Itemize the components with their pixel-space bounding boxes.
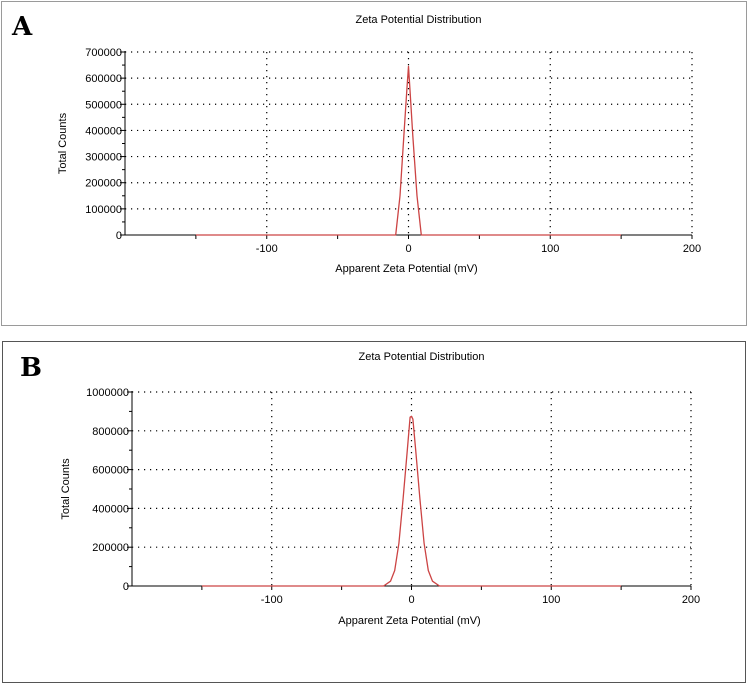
y-tick-label: 600000 — [92, 465, 129, 477]
chart-title: Zeta Potential Distribution — [359, 351, 485, 363]
y-tick-label: 800000 — [92, 426, 129, 438]
y-tick-label: 300000 — [85, 152, 122, 164]
x-tick-label: 100 — [541, 243, 559, 255]
x-axis-label: Apparent Zeta Potential (mV) — [338, 615, 480, 627]
x-tick-label: 0 — [405, 243, 411, 255]
zeta-chart-b: Zeta Potential Distribution 0 200000 400000… — [60, 351, 700, 627]
y-axis-label: Total Counts — [60, 458, 72, 520]
chart-title: Zeta Potential Distribution — [356, 14, 482, 26]
y-tick-label: 400000 — [85, 125, 122, 137]
panel-b: B Zeta Potential Distribution 0 200000 4000… — [2, 341, 746, 683]
panel-label-a: A — [12, 12, 33, 42]
panel-a: A Zeta Potential Distribution 0 100000 2000… — [1, 1, 747, 326]
x-axis-label: Apparent Zeta Potential (mV) — [335, 263, 477, 275]
series-line — [201, 415, 622, 587]
x-tick-label: 100 — [542, 594, 560, 606]
zeta-chart-a: Zeta Potential Distribution 0 100000 200000… — [57, 14, 701, 275]
y-tick-label: 0 — [116, 230, 122, 242]
x-tick-label: 0 — [408, 594, 414, 606]
y-tick-label: 500000 — [85, 99, 122, 111]
x-tick-label: 200 — [682, 594, 700, 606]
x-tick-label: -100 — [256, 243, 278, 255]
x-tick-label: 200 — [683, 243, 701, 255]
y-tick-label: 400000 — [92, 503, 129, 515]
y-axis-label: Total Counts — [57, 112, 69, 174]
y-tick-label: 100000 — [85, 204, 122, 216]
y-tick-label: 1000000 — [86, 387, 129, 399]
y-tick-label: 200000 — [85, 178, 122, 190]
y-tick-label: 600000 — [85, 73, 122, 85]
y-tick-label: 200000 — [92, 542, 129, 554]
y-tick-label: 0 — [123, 581, 129, 593]
x-tick-label: -100 — [261, 594, 283, 606]
y-tick-label: 700000 — [85, 47, 122, 59]
panel-label-b: B — [20, 353, 42, 383]
series-line — [195, 65, 622, 236]
